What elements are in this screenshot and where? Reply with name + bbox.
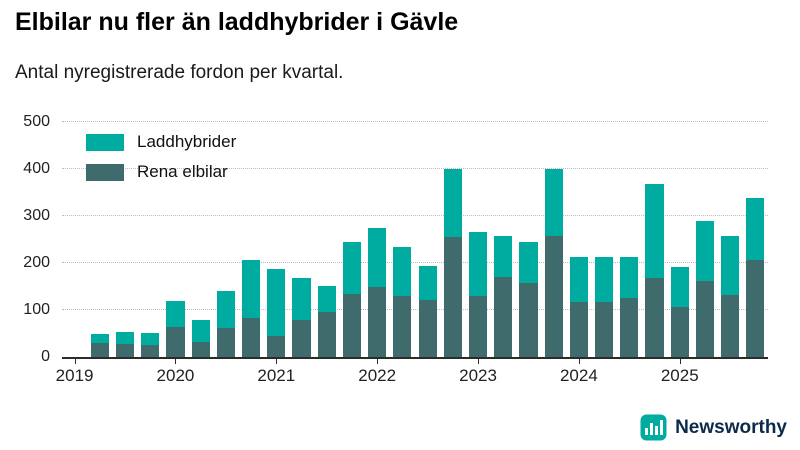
legend-item: Rena elbilar: [86, 162, 236, 182]
bar-segment-laddhybrider: [468, 232, 488, 297]
x-tick-mark: [377, 359, 379, 364]
bar-segment-laddhybrider: [695, 221, 715, 282]
bar-segment-laddhybrider: [342, 241, 362, 294]
bar-segment-rena-elbilar: [141, 345, 160, 357]
y-tick-label: 0: [41, 348, 50, 365]
y-tick-label: 100: [23, 301, 50, 318]
bar-segment-rena-elbilar: [216, 327, 235, 357]
bar-segment-rena-elbilar: [418, 300, 437, 357]
x-tick-label: 2021: [257, 366, 296, 385]
gridline: [62, 121, 768, 122]
gridline: [62, 215, 768, 216]
bar-segment-rena-elbilar: [342, 293, 362, 357]
legend-item: Laddhybrider: [86, 132, 236, 152]
gridline: [62, 168, 768, 169]
bar-segment-laddhybrider: [418, 265, 437, 301]
legend-label: Laddhybrider: [137, 132, 237, 151]
bar-segment-laddhybrider: [267, 269, 286, 336]
gridline: [62, 262, 768, 263]
bar-segment-laddhybrider: [393, 247, 412, 296]
newsworthy-logo-icon: [640, 414, 667, 441]
bar-segment-rena-elbilar: [242, 318, 261, 357]
x-tick-label: 2022: [358, 366, 397, 385]
legend-label: Rena elbilar: [137, 162, 228, 181]
x-tick-mark: [478, 359, 480, 364]
bar-segment-laddhybrider: [620, 256, 639, 298]
gridline: [62, 309, 768, 310]
bar-segment-laddhybrider: [569, 256, 588, 303]
x-tick-mark: [74, 359, 76, 364]
bar-segment-rena-elbilar: [620, 297, 639, 357]
bar-segment-laddhybrider: [670, 267, 689, 308]
bar-segment-laddhybrider: [292, 278, 311, 321]
bar-segment-laddhybrider: [595, 256, 614, 303]
x-tick-mark: [175, 359, 177, 364]
legend-swatch: [86, 163, 124, 181]
y-tick-label: 500: [23, 113, 50, 130]
plot-area: Laddhybrider Rena elbilar: [62, 121, 768, 359]
bar-segment-rena-elbilar: [544, 235, 563, 357]
bar-segment-laddhybrider: [115, 332, 135, 344]
y-tick-label: 400: [23, 160, 50, 177]
x-tick-label: 2023: [459, 366, 497, 385]
bar-segment-rena-elbilar: [746, 259, 765, 357]
bar-segment-laddhybrider: [90, 333, 109, 343]
bar-segment-laddhybrider: [368, 228, 387, 288]
bar-segment-rena-elbilar: [519, 283, 538, 357]
bar-segment-rena-elbilar: [393, 295, 412, 357]
x-tick-label: 2024: [559, 366, 598, 385]
bar-segment-rena-elbilar: [317, 311, 336, 357]
bar-chart: 0 100 200 300 400 500 Laddhybrider Rena elbila…: [0, 113, 800, 390]
bar-segment-laddhybrider: [721, 236, 740, 295]
newsworthy-logo[interactable]: Newsworthy: [640, 414, 787, 441]
bar-segment-rena-elbilar: [670, 307, 689, 357]
bar-segment-rena-elbilar: [267, 335, 286, 357]
x-tick-label: 2025: [660, 366, 699, 385]
bar-segment-rena-elbilar: [645, 278, 664, 357]
bar-segment-laddhybrider: [191, 319, 210, 342]
bar-segment-laddhybrider: [317, 286, 336, 312]
bar-segment-laddhybrider: [242, 260, 261, 318]
y-tick-label: 300: [23, 207, 50, 224]
bar-segment-rena-elbilar: [595, 302, 614, 357]
bar-segment-rena-elbilar: [191, 341, 210, 357]
bar-segment-rena-elbilar: [90, 342, 109, 357]
bar-segment-laddhybrider: [166, 301, 185, 327]
x-tick-label: 2019: [55, 366, 94, 385]
bar-segment-rena-elbilar: [443, 237, 462, 357]
newsworthy-logo-text: Newsworthy: [675, 416, 787, 438]
chart-legend: Laddhybrider Rena elbilar: [86, 132, 236, 182]
bar-segment-rena-elbilar: [115, 343, 135, 357]
y-tick-label: 200: [23, 254, 50, 271]
bar-segment-rena-elbilar: [292, 320, 311, 357]
bar-segment-laddhybrider: [645, 184, 664, 279]
bar-segment-rena-elbilar: [166, 326, 185, 357]
x-tick-mark: [276, 359, 278, 364]
bar-segment-laddhybrider: [519, 241, 538, 284]
bar-segment-laddhybrider: [494, 236, 513, 278]
bar-segment-laddhybrider: [216, 291, 235, 328]
legend-swatch: [86, 133, 124, 151]
bar-segment-laddhybrider: [544, 169, 563, 236]
bar-segment-rena-elbilar: [468, 296, 488, 357]
bar-segment-rena-elbilar: [494, 277, 513, 357]
bar-segment-laddhybrider: [443, 169, 462, 238]
bar-segment-rena-elbilar: [368, 287, 387, 357]
chart-title: Elbilar nu fler än laddhybrider i Gävle: [15, 8, 459, 36]
bar-segment-rena-elbilar: [695, 281, 715, 357]
bar-segment-laddhybrider: [746, 198, 765, 260]
bar-segment-laddhybrider: [141, 333, 160, 346]
bar-segment-rena-elbilar: [569, 302, 588, 357]
x-tick-mark: [578, 359, 580, 364]
chart-subtitle: Antal nyregistrerade fordon per kvartal.: [15, 62, 344, 83]
x-tick-mark: [679, 359, 681, 364]
x-tick-label: 2020: [156, 366, 195, 385]
bar-segment-rena-elbilar: [721, 294, 740, 357]
